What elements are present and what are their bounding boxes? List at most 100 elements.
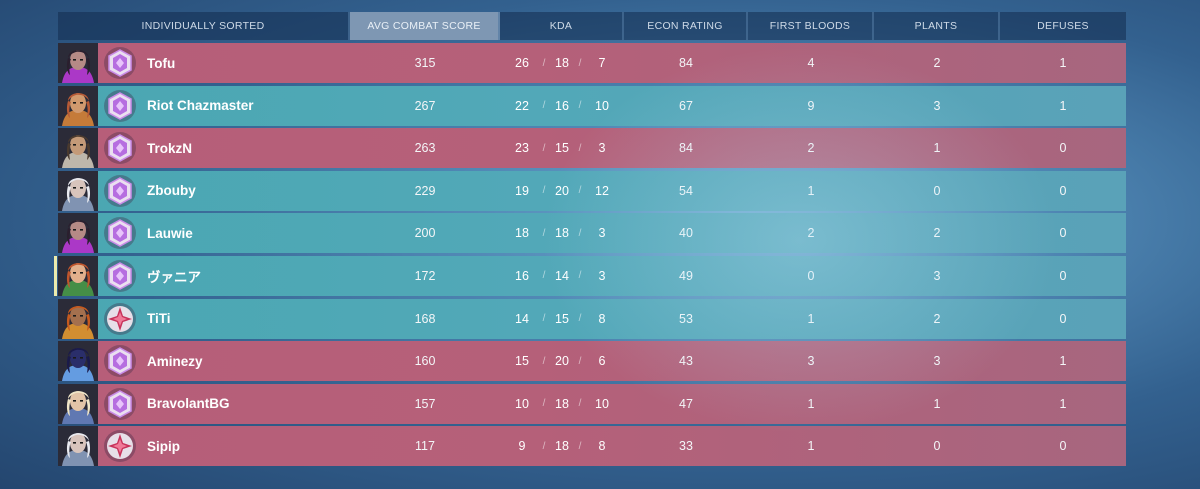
kda-separator: / (578, 355, 582, 367)
column-header-plants[interactable]: PLANTS (874, 12, 1000, 40)
deaths-value: 14 (555, 268, 569, 283)
rank-amethyst-icon (104, 259, 136, 292)
kda-separator: / (578, 398, 582, 410)
econ-value: 84 (679, 141, 693, 156)
player-row[interactable]: Riot Chazmaster 267 22 / 16 / 10 67 9 3 1 (58, 85, 1126, 126)
first-bloods-value: 1 (807, 439, 815, 454)
player-row[interactable]: Lauwie 200 18 / 18 / 3 40 2 2 0 (58, 213, 1126, 254)
plants-value: 3 (933, 268, 941, 283)
first-bloods-value: 0 (807, 268, 815, 283)
kda-separator: / (578, 227, 582, 239)
player-name[interactable]: Zbouby (147, 183, 196, 199)
kda-separator: / (578, 270, 582, 282)
column-header-acs[interactable]: AVG COMBAT SCORE (350, 12, 500, 40)
assists-value: 3 (598, 226, 606, 241)
deaths-value: 18 (555, 439, 569, 454)
kills-value: 9 (518, 439, 526, 454)
kda-value: 22 / 16 / 10 (500, 99, 624, 113)
player-name[interactable]: BravolantBG (147, 396, 230, 412)
player-row[interactable]: BravolantBG 157 10 / 18 / 10 47 1 1 1 (58, 383, 1126, 424)
deaths-value: 15 (555, 311, 569, 326)
rank-amethyst-icon (104, 132, 136, 165)
econ-value: 54 (679, 183, 693, 198)
deaths-value: 20 (555, 183, 569, 198)
player-name[interactable]: TiTi (147, 311, 171, 327)
player-name[interactable]: Aminezy (147, 353, 203, 369)
player-name[interactable]: Sipip (147, 438, 180, 454)
kda-separator: / (542, 313, 546, 325)
player-cell: Aminezy (58, 341, 350, 382)
plants-value: 2 (933, 56, 941, 70)
column-header-defuses[interactable]: DEFUSES (1037, 20, 1089, 32)
rank-amethyst-icon (104, 89, 136, 122)
player-row[interactable]: Aminezy 160 15 / 20 / 6 43 3 3 1 (58, 341, 1126, 382)
player-row[interactable]: Tofu 315 26 / 18 / 7 84 4 2 1 (58, 43, 1126, 83)
deaths-value: 18 (555, 56, 569, 70)
defuses-value: 0 (1059, 183, 1067, 198)
kda-separator: / (542, 57, 546, 69)
player-row[interactable]: Zbouby 229 19 / 20 / 12 54 1 0 0 (58, 170, 1126, 211)
player-name[interactable]: TrokzN (147, 140, 193, 156)
acs-value: 229 (414, 183, 436, 198)
player-cell: Zbouby (58, 170, 350, 211)
first-bloods-value: 9 (807, 98, 815, 113)
kills-value: 22 (515, 98, 529, 113)
first-bloods-value: 3 (807, 354, 815, 369)
assists-value: 3 (598, 141, 606, 156)
rank-amethyst-icon (104, 47, 136, 79)
player-row[interactable]: TiTi 168 14 / 15 / 8 53 1 2 0 (58, 298, 1126, 339)
assists-value: 12 (595, 183, 609, 198)
kda-value: 10 / 18 / 10 (500, 397, 624, 411)
kda-value: 16 / 14 / 3 (500, 269, 624, 283)
acs-value: 263 (414, 141, 436, 156)
first-bloods-value: 4 (807, 56, 815, 70)
deaths-value: 18 (555, 226, 569, 241)
jett-icon (58, 426, 98, 467)
player-cell: ヴァニア (58, 255, 350, 296)
player-name[interactable]: Tofu (147, 55, 176, 71)
acs-value: 267 (414, 98, 436, 113)
column-header-econ[interactable]: ECON RATING (624, 12, 748, 40)
player-name[interactable]: Riot Chazmaster (147, 98, 254, 114)
first-bloods-value: 2 (807, 226, 815, 241)
defuses-value: 1 (1059, 98, 1067, 113)
first-bloods-value: 1 (807, 311, 815, 326)
assists-value: 10 (595, 396, 609, 411)
kda-separator: / (578, 440, 582, 452)
player-name[interactable]: Lauwie (147, 225, 193, 241)
assists-value: 6 (598, 354, 606, 369)
column-header-kda[interactable]: KDA (500, 12, 624, 40)
econ-value: 49 (679, 268, 693, 283)
econ-value: 47 (679, 396, 693, 411)
player-cell: TiTi (58, 298, 350, 339)
kda-separator: / (542, 398, 546, 410)
deaths-value: 18 (555, 396, 569, 411)
defuses-value: 0 (1059, 141, 1067, 156)
kda-separator: / (578, 313, 582, 325)
kda-value: 19 / 20 / 12 (500, 184, 624, 198)
assists-value: 10 (595, 98, 609, 113)
first-bloods-value: 1 (807, 396, 815, 411)
scoreboard-header: INDIVIDUALLY SORTED AVG COMBAT SCORE KDA… (58, 12, 1126, 40)
rank-crimson-icon (104, 430, 136, 463)
deaths-value: 16 (555, 98, 569, 113)
player-name[interactable]: ヴァニア (147, 269, 201, 285)
scoreboard: INDIVIDUALLY SORTED AVG COMBAT SCORE KDA… (54, 12, 1126, 469)
assists-value: 7 (598, 56, 606, 70)
kills-value: 26 (515, 56, 529, 70)
column-header-player[interactable]: INDIVIDUALLY SORTED (58, 12, 350, 40)
first-bloods-value: 2 (807, 141, 815, 156)
column-header-first-bloods[interactable]: FIRST BLOODS (748, 12, 874, 40)
acs-value: 157 (414, 396, 436, 411)
player-row[interactable]: ヴァニア 172 16 / 14 / 3 49 0 3 0 (54, 255, 1126, 296)
econ-value: 43 (679, 354, 693, 369)
econ-value: 40 (679, 226, 693, 241)
plants-value: 1 (933, 396, 941, 411)
assists-value: 8 (598, 439, 606, 454)
kda-value: 15 / 20 / 6 (500, 354, 624, 368)
cypher-icon (58, 128, 98, 169)
player-cell: TrokzN (58, 128, 350, 169)
assists-value: 3 (598, 268, 606, 283)
player-row[interactable]: Sipip 117 9 / 18 / 8 33 1 0 0 (58, 426, 1126, 467)
player-row[interactable]: TrokzN 263 23 / 15 / 3 84 2 1 0 (58, 128, 1126, 169)
